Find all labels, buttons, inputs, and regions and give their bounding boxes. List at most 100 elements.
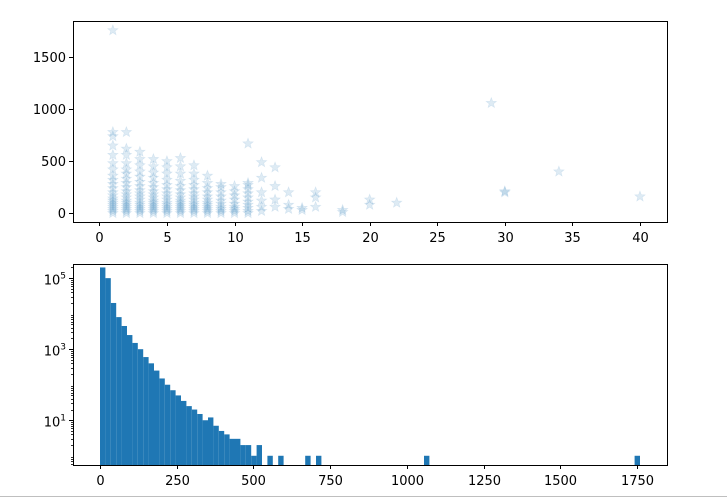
scatter-point-163 bbox=[255, 200, 268, 213]
scatter-point-113 bbox=[187, 200, 201, 213]
histogram-bar-11 bbox=[159, 378, 165, 465]
scatter-point-139 bbox=[228, 179, 241, 192]
scatter-point-130 bbox=[214, 180, 228, 193]
scatter-point-32 bbox=[120, 191, 133, 203]
scatter-point-103 bbox=[187, 159, 201, 171]
histogram-bar-21 bbox=[213, 425, 219, 465]
scatter-point-137 bbox=[214, 204, 228, 217]
scatter-point-36 bbox=[120, 200, 133, 213]
scatter-point-89 bbox=[174, 160, 187, 172]
scatter-point-175 bbox=[309, 191, 322, 203]
scatter-point-23 bbox=[120, 148, 133, 161]
scatter-point-86 bbox=[160, 204, 173, 217]
scatter-point-14 bbox=[106, 194, 119, 206]
scatter-frame bbox=[73, 21, 668, 223]
scatter-point-5 bbox=[106, 156, 119, 169]
scatter-point-118 bbox=[201, 176, 214, 189]
scatter-point-71 bbox=[147, 204, 160, 217]
histogram-xtick-label-4: 1000 bbox=[391, 474, 424, 489]
scatter-point-18 bbox=[106, 202, 119, 215]
scatter-point-123 bbox=[201, 196, 214, 208]
scatter-point-136 bbox=[214, 202, 228, 215]
scatter-point-110 bbox=[187, 193, 201, 205]
scatter-point-31 bbox=[120, 188, 133, 200]
histogram-bar-28 bbox=[251, 455, 257, 465]
scatter-ytick-label-3: 1500 bbox=[33, 51, 66, 66]
scatter-point-184 bbox=[498, 186, 511, 198]
scatter-point-58 bbox=[147, 160, 160, 172]
scatter-point-125 bbox=[201, 200, 214, 213]
scatter-xtick-label-2: 10 bbox=[227, 231, 244, 246]
scatter-point-182 bbox=[485, 96, 498, 109]
scatter-point-64 bbox=[147, 188, 160, 200]
scatter-point-1 bbox=[106, 125, 119, 138]
scatter-point-38 bbox=[120, 204, 133, 217]
scatter-point-40 bbox=[133, 145, 146, 158]
histogram-bar-7 bbox=[137, 349, 144, 465]
scatter-point-39 bbox=[120, 206, 133, 219]
scatter-point-128 bbox=[201, 206, 214, 219]
scatter-point-171 bbox=[282, 202, 295, 215]
scatter-point-162 bbox=[255, 194, 268, 206]
scatter-point-29 bbox=[120, 180, 133, 193]
scatter-point-87 bbox=[160, 206, 173, 219]
scatter-point-173 bbox=[296, 203, 309, 216]
scatter-point-49 bbox=[133, 190, 146, 202]
histogram-bar-31 bbox=[267, 455, 273, 465]
scatter-point-122 bbox=[201, 193, 214, 205]
scatter-point-34 bbox=[120, 196, 133, 208]
scatter-point-129 bbox=[214, 177, 228, 190]
scatter-point-65 bbox=[147, 191, 160, 203]
scatter-point-45 bbox=[133, 175, 146, 188]
scatter-point-30 bbox=[120, 185, 133, 197]
histogram-xtick-label-1: 250 bbox=[165, 474, 190, 489]
scatter-point-174 bbox=[309, 186, 322, 198]
histogram-bar-6 bbox=[132, 342, 138, 465]
scatter-point-150 bbox=[241, 178, 255, 191]
scatter-point-164 bbox=[255, 204, 268, 217]
scatter-point-15 bbox=[106, 196, 119, 208]
histogram-bar-0 bbox=[100, 267, 106, 465]
scatter-point-169 bbox=[282, 186, 295, 198]
scatter-point-157 bbox=[241, 204, 255, 217]
scatter-point-48 bbox=[133, 187, 146, 199]
histogram-ytick-label-0: 101 bbox=[44, 414, 66, 431]
scatter-point-52 bbox=[133, 198, 146, 211]
histogram-bar-23 bbox=[224, 434, 230, 465]
scatter-point-0 bbox=[106, 23, 119, 36]
scatter-point-127 bbox=[201, 204, 214, 217]
histogram-bar-10 bbox=[154, 370, 160, 465]
scatter-point-161 bbox=[255, 186, 268, 198]
scatter-point-138 bbox=[214, 206, 228, 219]
histogram-xtick-label-7: 1750 bbox=[621, 474, 654, 489]
scatter-point-116 bbox=[187, 206, 201, 219]
histogram-bar-2 bbox=[110, 302, 117, 465]
histogram-bar-25 bbox=[235, 438, 241, 465]
scatter-xtick-label-7: 35 bbox=[564, 231, 581, 246]
scatter-point-33 bbox=[120, 194, 133, 206]
scatter-point-61 bbox=[147, 176, 160, 189]
histogram-bar-13 bbox=[170, 390, 176, 465]
histogram-ticks: 0 250 500 750 1000 1250 1500 1750 101 103 105 bbox=[44, 267, 654, 489]
histogram-bar-14 bbox=[175, 395, 181, 465]
scatter-point-6 bbox=[106, 163, 119, 175]
scatter-point-178 bbox=[336, 205, 349, 218]
scatter-point-41 bbox=[133, 152, 146, 165]
scatter-point-16 bbox=[106, 198, 119, 211]
scatter-point-43 bbox=[133, 165, 146, 177]
scatter-point-145 bbox=[228, 202, 241, 215]
histogram-bar-26 bbox=[240, 445, 246, 465]
scatter-xtick-label-6: 30 bbox=[497, 231, 514, 246]
scatter-point-168 bbox=[268, 200, 282, 213]
histogram-bar-22 bbox=[218, 430, 225, 465]
histogram-bar-19 bbox=[202, 420, 208, 465]
scatter-point-156 bbox=[241, 201, 255, 214]
scatter-point-167 bbox=[268, 193, 282, 205]
scatter-point-3 bbox=[106, 139, 119, 151]
scatter-point-107 bbox=[187, 182, 201, 195]
scatter-point-66 bbox=[147, 194, 160, 206]
scatter-point-172 bbox=[296, 201, 309, 214]
histogram-ytick-label-1: 103 bbox=[44, 343, 66, 360]
scatter-point-94 bbox=[174, 188, 187, 200]
